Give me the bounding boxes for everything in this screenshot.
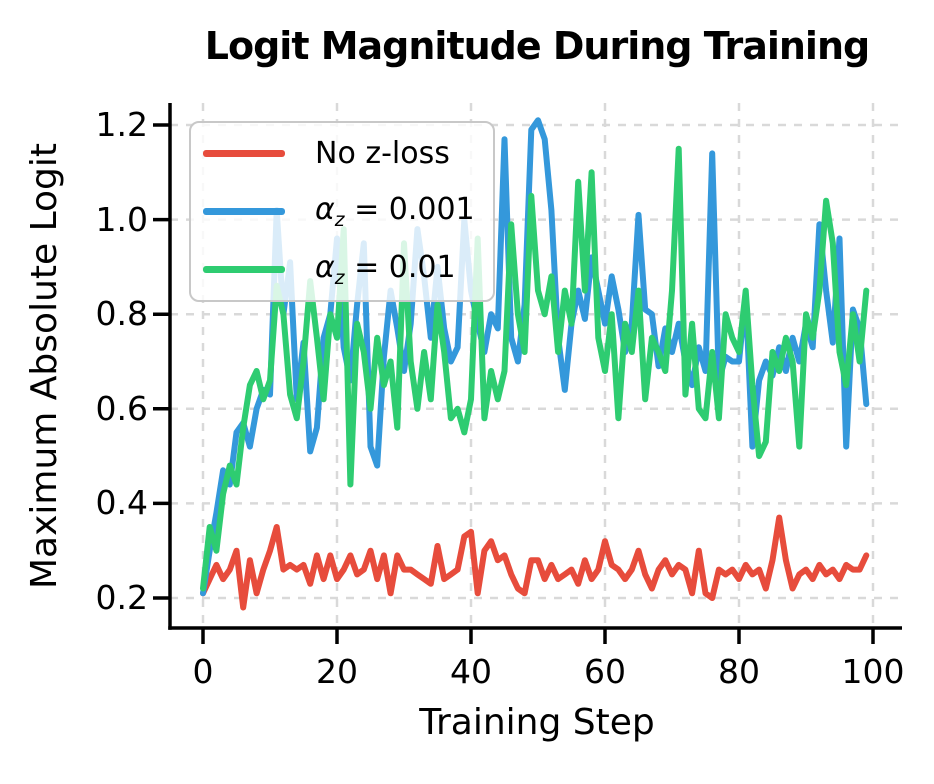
x-tick-label: 80 xyxy=(718,652,760,691)
green-line-swatch xyxy=(203,266,285,274)
x-tick-label: 60 xyxy=(584,652,626,691)
y-tick-label: 0.8 xyxy=(95,294,148,334)
series-line-0 xyxy=(200,514,870,611)
y-tick-label: 1.2 xyxy=(95,105,148,144)
legend-entry-alpha-0001: αz = 0.001 xyxy=(191,184,493,240)
y-tick-label: 0.6 xyxy=(95,388,148,428)
blue-line-swatch xyxy=(203,208,285,215)
chart-title: Logit Magnitude During Training xyxy=(204,24,870,68)
x-tick-label: 100 xyxy=(841,652,905,691)
legend: No z-loss αz = 0.001 αz = 0.01 xyxy=(189,121,495,302)
legend-label: αz = 0.01 xyxy=(315,250,456,290)
x-tick-label: 40 xyxy=(450,652,492,691)
y-tick-label: 0.4 xyxy=(95,483,148,523)
red-line-swatch xyxy=(203,149,285,157)
legend-entry-no-z-loss: No z-loss xyxy=(191,125,493,181)
series-line-2 xyxy=(200,145,870,592)
x-tick-label: 20 xyxy=(316,652,358,691)
legend-entry-alpha-001: αz = 0.01 xyxy=(191,242,493,298)
x-tick-label: 0 xyxy=(192,652,214,691)
legend-label: αz = 0.001 xyxy=(315,192,475,231)
x-axis-label: Training Step xyxy=(419,702,655,743)
y-tick-label: 0.2 xyxy=(95,578,148,617)
y-tick-label: 1.0 xyxy=(95,199,148,239)
legend-label: No z-loss xyxy=(315,135,450,171)
